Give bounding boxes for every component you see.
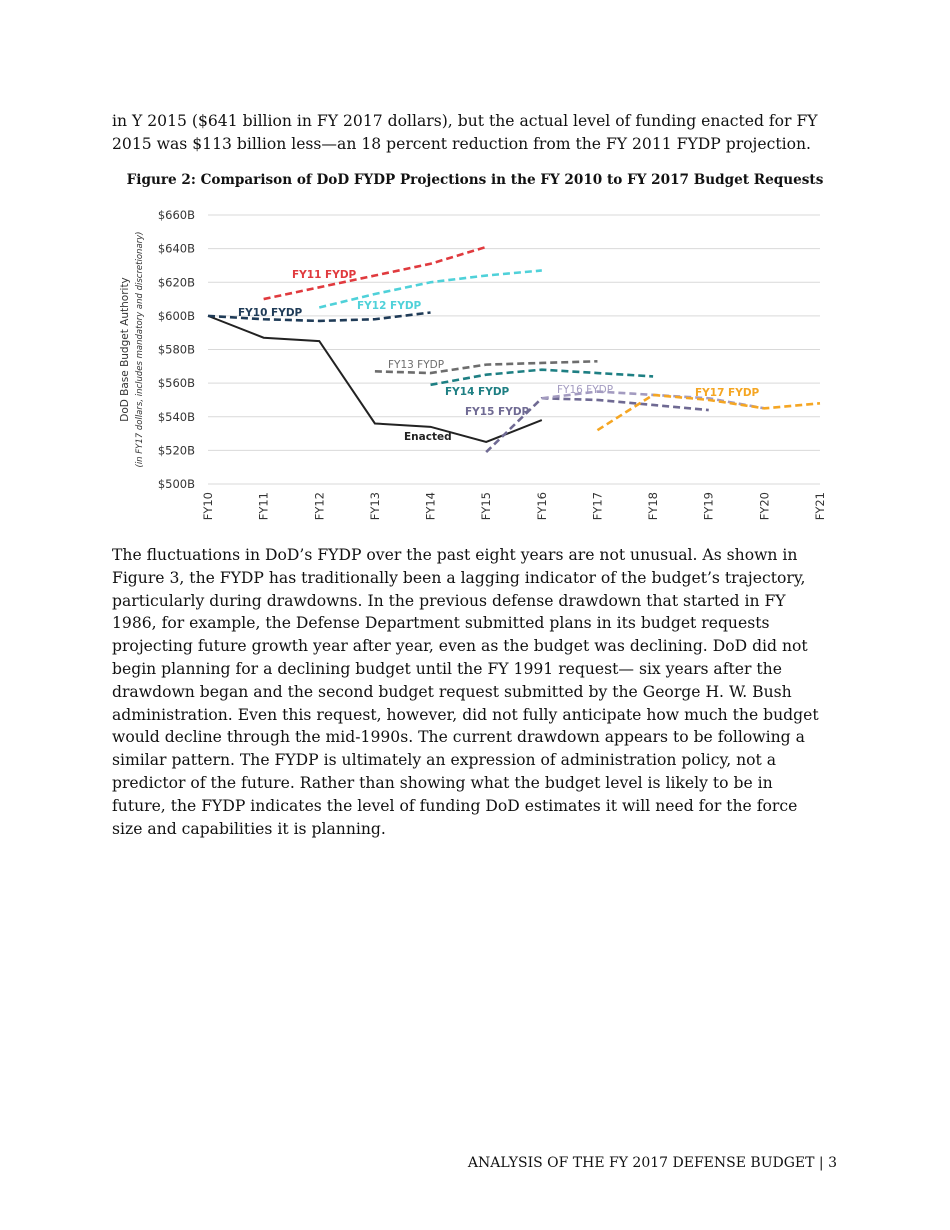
x-tick-label: FY13 xyxy=(368,492,382,520)
footer-text: ANALYSIS OF THE FY 2017 DEFENSE BUDGET xyxy=(467,1155,815,1171)
x-tick-label: FY14 xyxy=(424,492,438,520)
y-tick-label: $540B xyxy=(158,410,195,424)
y-axis-sublabel: (in FY17 dollars, includes mandatory and… xyxy=(135,232,145,468)
figure-caption: Figure 2: Comparison of DoD FYDP Project… xyxy=(126,172,824,188)
y-tick-label: $660B xyxy=(158,208,195,222)
y-tick-label: $640B xyxy=(158,242,195,256)
paragraph: The fluctuations in DoD’s FYDP over the … xyxy=(112,546,819,838)
series-line xyxy=(485,396,709,453)
x-tick-label: FY15 xyxy=(479,492,493,520)
x-tick-label: FY11 xyxy=(257,492,271,520)
series-label: Enacted xyxy=(404,431,452,443)
x-tick-label: FY17 xyxy=(590,492,604,520)
x-tick-label: FY21 xyxy=(813,492,827,520)
y-tick-label: $560B xyxy=(158,376,195,390)
series-label: FY14 FYDP xyxy=(445,386,510,398)
y-tick-label: $500B xyxy=(158,477,195,491)
x-tick-label: FY20 xyxy=(757,492,771,520)
y-axis-label: DoD Base Budget Authority xyxy=(119,277,131,422)
series-line xyxy=(263,245,487,301)
series-line xyxy=(207,314,543,444)
paragraph: in Y 2015 ($641 billion in FY 2017 dolla… xyxy=(112,112,818,153)
series-line xyxy=(430,368,654,387)
x-tick-label: FY12 xyxy=(312,492,326,520)
page-number: 3 xyxy=(828,1155,837,1171)
x-tick-label: FY18 xyxy=(646,492,660,520)
series-label: FY12 FYDP xyxy=(357,300,422,312)
y-tick-label: $600B xyxy=(158,309,195,323)
series-line xyxy=(596,393,821,432)
x-tick-label: FY10 xyxy=(201,492,215,520)
x-tick-label: FY19 xyxy=(702,492,716,520)
series-label: FY15 FYDP xyxy=(465,406,530,418)
series-label: FY11 FYDP xyxy=(292,269,357,281)
series-label: FY17 FYDP xyxy=(695,387,760,399)
y-tick-label: $620B xyxy=(158,275,195,289)
y-tick-label: $520B xyxy=(158,443,195,457)
series-label: FY16 FYDP xyxy=(557,384,613,396)
chart: DoD Base Budget Authority (in FY17 dollar… xyxy=(119,208,827,520)
y-tick-label: $580B xyxy=(158,343,195,357)
series-label: FY10 FYDP xyxy=(238,307,303,319)
x-tick-label: FY16 xyxy=(535,492,549,520)
series-line xyxy=(374,359,598,375)
series-line xyxy=(541,390,765,410)
footer: ANALYSIS OF THE FY 2017 DEFENSE BUDGET |… xyxy=(467,1155,837,1171)
series-line xyxy=(207,311,431,323)
series-label: FY13 FYDP xyxy=(388,359,444,371)
series-line xyxy=(318,269,542,309)
